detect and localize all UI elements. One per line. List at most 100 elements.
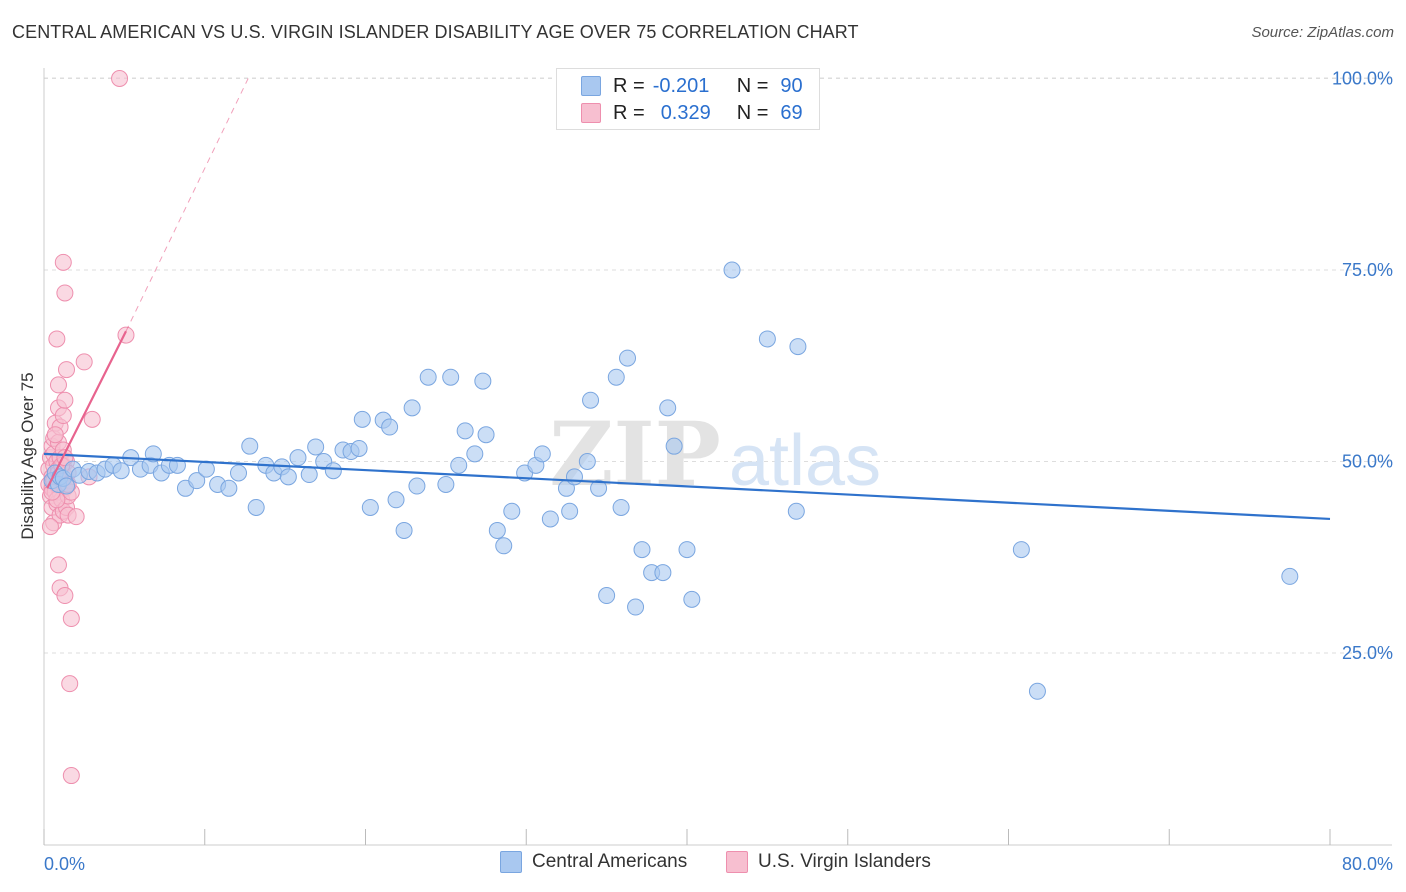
point-central-american [488, 521, 506, 539]
legend-r-label: R = [613, 101, 645, 124]
point-central-american [561, 502, 579, 520]
legend-n-value: 90 [780, 74, 803, 97]
point-central-american [627, 598, 645, 616]
y-axis-label: Disability Age Over 75 [18, 372, 37, 540]
point-central-american [607, 368, 625, 386]
point-virgin-islander [61, 675, 79, 693]
point-virgin-islander [54, 253, 72, 271]
point-central-american [1012, 541, 1030, 559]
watermark-zip: ZIP [549, 402, 721, 506]
point-virgin-islander [67, 508, 85, 526]
legend-box: R = -0.201 N = 90 R = 0.329 N = 69 [556, 68, 820, 130]
point-central-american [533, 445, 551, 463]
point-virgin-islander [41, 518, 59, 536]
point-central-american [112, 462, 130, 480]
point-central-american [477, 426, 495, 444]
point-virgin-islander [58, 361, 76, 379]
legend-r-value: -0.201 [652, 74, 710, 97]
source-credit: Source: ZipAtlas.com [1251, 24, 1394, 41]
point-virgin-islander [62, 767, 80, 785]
legend-swatch-blue [581, 76, 601, 96]
bottom-legend-swatch-pink [726, 851, 748, 873]
point-central-american [495, 537, 513, 555]
point-central-american [503, 502, 521, 520]
point-central-american [58, 477, 76, 495]
point-central-american [361, 498, 379, 516]
point-central-american [598, 587, 616, 605]
point-central-american [300, 466, 318, 484]
point-central-american [541, 510, 559, 528]
point-central-american [633, 541, 651, 559]
legend-n-label: N = [736, 101, 769, 124]
point-central-american [654, 564, 672, 582]
point-central-american [279, 468, 297, 486]
bottom-legend-label: U.S. Virgin Islanders [758, 851, 931, 872]
bottom-legend-virgin-islanders: U.S. Virgin Islanders [726, 851, 931, 873]
legend-swatch-pink [581, 103, 601, 123]
point-central-american [230, 464, 248, 482]
point-central-american [442, 368, 460, 386]
y-tick-label: 25.0% [1342, 643, 1393, 663]
tick-labels: 25.0% 50.0% 75.0% 100.0% 0.0% 80.0% [44, 69, 1393, 875]
point-central-american [450, 456, 468, 474]
point-central-american [144, 445, 162, 463]
point-central-american [247, 498, 265, 516]
x-tick-label: 80.0% [1342, 854, 1393, 874]
y-tick-label: 75.0% [1342, 260, 1393, 280]
point-central-american [353, 410, 371, 428]
point-central-american [350, 439, 368, 457]
legend-row-virgin-islanders: R = 0.329 N = 69 [581, 100, 803, 126]
point-central-american [659, 399, 677, 417]
legend-n-value: 69 [780, 101, 803, 124]
point-virgin-islander [83, 410, 101, 428]
point-central-american [723, 261, 741, 279]
trend-line-virgin-islanders-extension [125, 78, 249, 332]
watermark: ZIP atlas [549, 402, 881, 506]
point-virgin-islander [49, 556, 67, 574]
point-central-american [1028, 682, 1046, 700]
point-virgin-islander [54, 407, 72, 425]
trend-line-virgin-islanders [46, 330, 127, 489]
point-central-american [582, 391, 600, 409]
bottom-legend-swatch-blue [500, 851, 522, 873]
point-central-american [395, 521, 413, 539]
point-central-american [324, 462, 342, 480]
point-central-american [683, 590, 701, 608]
legend-row-central-americans: R = -0.201 N = 90 [581, 73, 803, 99]
point-central-american [789, 338, 807, 356]
point-virgin-islander [56, 391, 74, 409]
point-central-american [381, 418, 399, 436]
point-virgin-islander [62, 610, 80, 628]
point-central-american [565, 468, 583, 486]
point-central-american [403, 399, 421, 417]
y-tick-label: 100.0% [1332, 69, 1393, 89]
legend-n-label: N = [736, 74, 769, 97]
point-central-american [619, 349, 637, 367]
data-points [40, 70, 1299, 785]
point-central-american [758, 330, 776, 348]
point-virgin-islander [75, 353, 93, 371]
bottom-legend-label: Central Americans [532, 851, 688, 872]
point-central-american [387, 491, 405, 509]
point-virgin-islander [56, 284, 74, 302]
chart-title: CENTRAL AMERICAN VS U.S. VIRGIN ISLANDER… [12, 22, 859, 42]
point-central-american [590, 479, 608, 497]
point-central-american [188, 472, 206, 490]
watermark-atlas: atlas [729, 421, 881, 501]
point-central-american [220, 479, 238, 497]
point-central-american [678, 541, 696, 559]
point-central-american [474, 372, 492, 390]
point-central-american [307, 438, 325, 456]
point-central-american [787, 502, 805, 520]
point-central-american [466, 445, 484, 463]
trend-lines [43, 78, 1331, 521]
point-virgin-islander [46, 426, 64, 444]
point-central-american [289, 449, 307, 467]
legend-r-label: R = [613, 74, 645, 97]
trend-line-central-americans [43, 452, 1331, 521]
point-central-american [578, 453, 596, 470]
point-central-american [419, 368, 437, 386]
point-virgin-islander [49, 376, 67, 394]
point-central-american [456, 422, 474, 440]
